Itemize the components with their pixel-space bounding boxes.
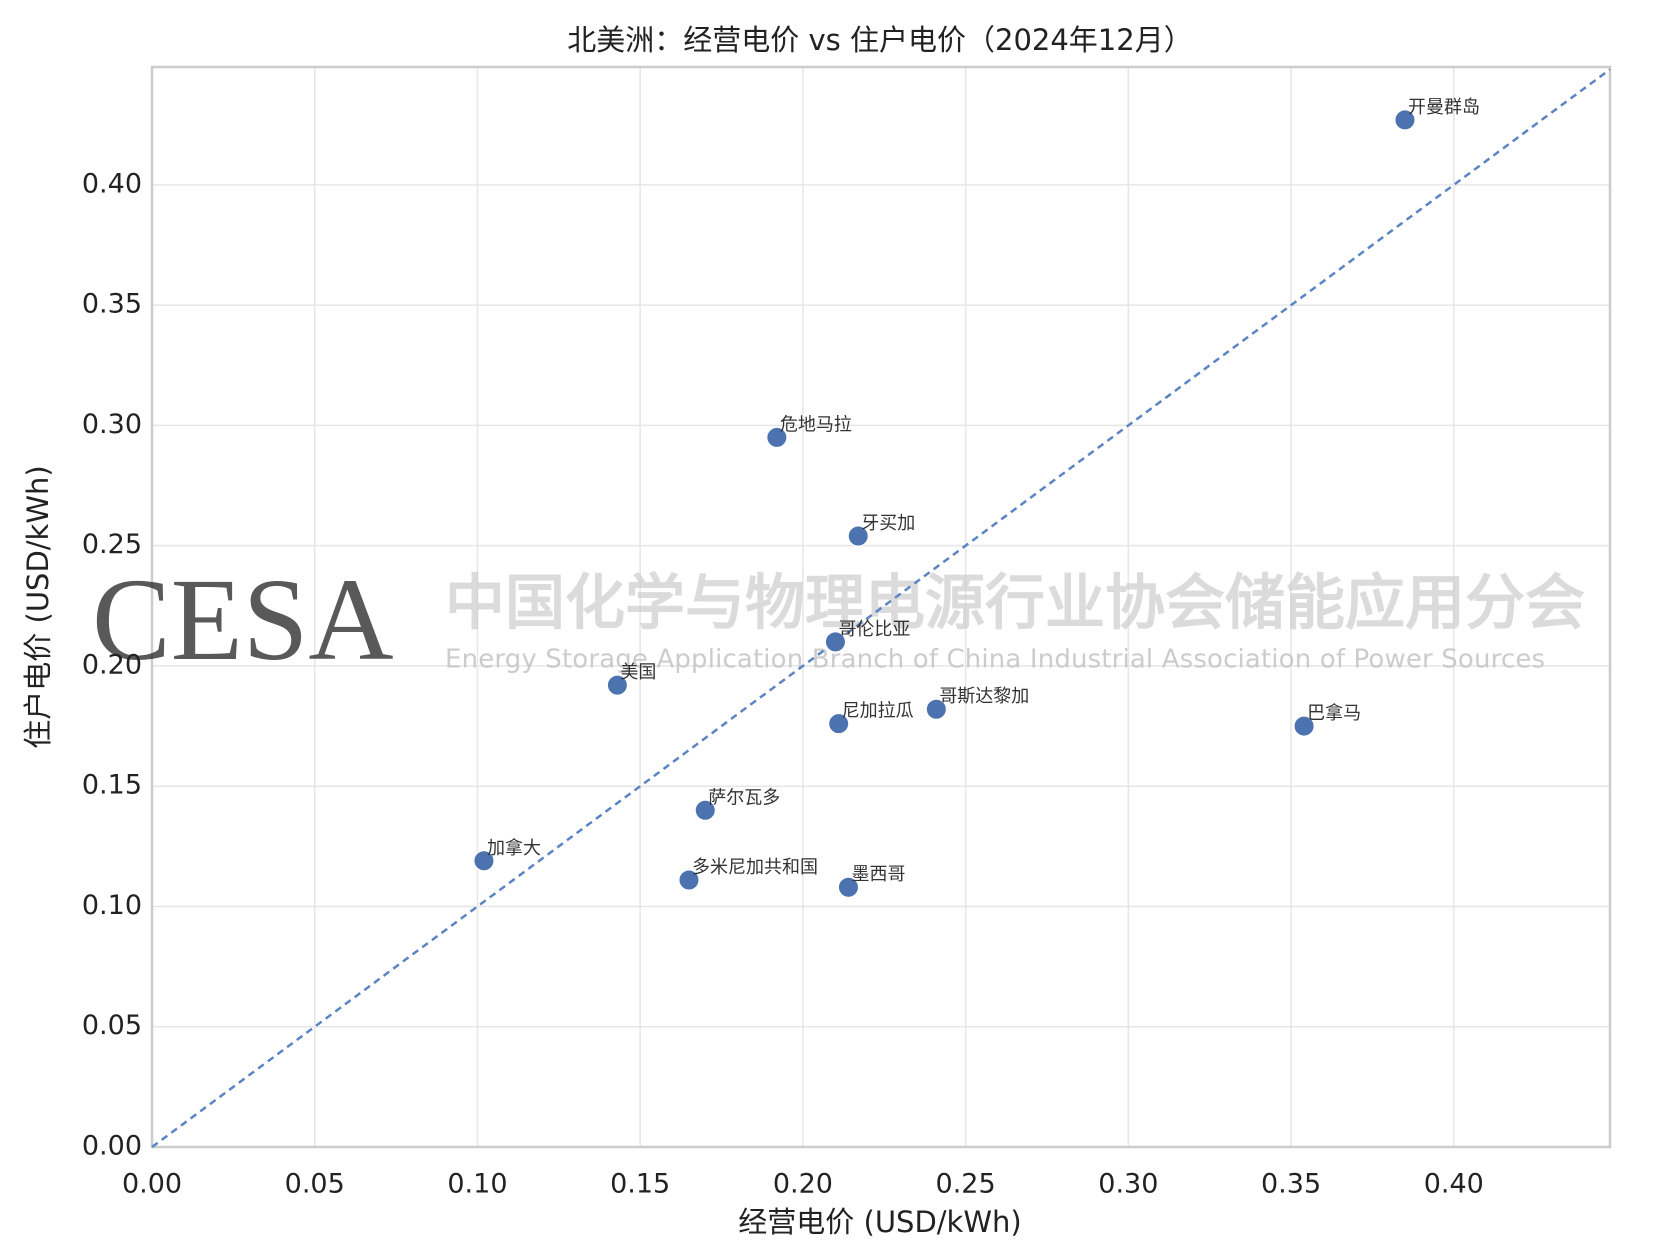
y-tick-label: 0.40 xyxy=(82,168,142,199)
point xyxy=(824,631,846,653)
x-tick-label: 0.30 xyxy=(1098,1169,1158,1200)
point-label: 巴拿马 xyxy=(1307,702,1361,724)
y-axis-label: 住户电价 (USD/kWh) xyxy=(21,465,55,748)
y-tick-label: 0.00 xyxy=(82,1131,142,1162)
point xyxy=(473,850,495,872)
y-tick-label: 0.30 xyxy=(82,409,142,440)
point xyxy=(694,799,716,821)
x-tick-label: 0.00 xyxy=(122,1169,182,1200)
chart-title: 北美洲：经营电价 vs 住户电价（2024年12月） xyxy=(567,23,1192,57)
x-tick-label: 0.35 xyxy=(1261,1169,1321,1200)
point-label: 哥斯达黎加 xyxy=(939,686,1029,707)
watermark-logo: CESA xyxy=(92,554,394,685)
point-label: 墨西哥 xyxy=(851,864,905,885)
x-tick-label: 0.10 xyxy=(447,1169,507,1200)
y-tick-label: 0.25 xyxy=(82,529,142,560)
x-tick-label: 0.15 xyxy=(610,1169,670,1200)
x-axis-label: 经营电价 (USD/kWh) xyxy=(738,1205,1021,1237)
point xyxy=(847,525,869,547)
point-label: 萨尔瓦多 xyxy=(708,787,780,808)
y-tick-label: 0.05 xyxy=(82,1010,142,1041)
point-label: 多米尼加共和国 xyxy=(692,857,818,878)
point xyxy=(828,713,850,735)
point-label: 开曼群岛 xyxy=(1408,97,1480,118)
point xyxy=(1394,109,1416,131)
point xyxy=(925,698,947,720)
point-label: 尼加拉瓜 xyxy=(842,701,914,722)
x-tick-label: 0.40 xyxy=(1424,1169,1484,1200)
point-label: 危地马拉 xyxy=(780,414,852,435)
point xyxy=(766,426,788,448)
point xyxy=(678,869,700,891)
point-label: 牙买加 xyxy=(861,513,915,534)
point xyxy=(1293,715,1315,737)
y-tick-label: 0.10 xyxy=(82,890,142,921)
watermark-cn: 中国化学与物理电源行业协会储能应用分会 xyxy=(445,569,1585,639)
y-tick-label: 0.20 xyxy=(82,649,142,680)
point-label: 加拿大 xyxy=(487,837,541,859)
y-tick-label: 0.35 xyxy=(82,289,142,320)
x-tick-label: 0.05 xyxy=(285,1169,345,1200)
point xyxy=(606,674,628,696)
y-tick-label: 0.15 xyxy=(82,770,142,801)
plot-frame xyxy=(150,65,1612,1149)
point xyxy=(837,876,859,898)
x-tick-label: 0.25 xyxy=(936,1169,996,1200)
point-label: 美国 xyxy=(620,662,656,683)
point-label: 哥伦比亚 xyxy=(838,619,910,640)
reference-line xyxy=(151,68,1611,1149)
watermark-en: Energy Storage Application Branch of Chi… xyxy=(445,645,1545,675)
x-tick-label: 0.20 xyxy=(773,1169,833,1200)
